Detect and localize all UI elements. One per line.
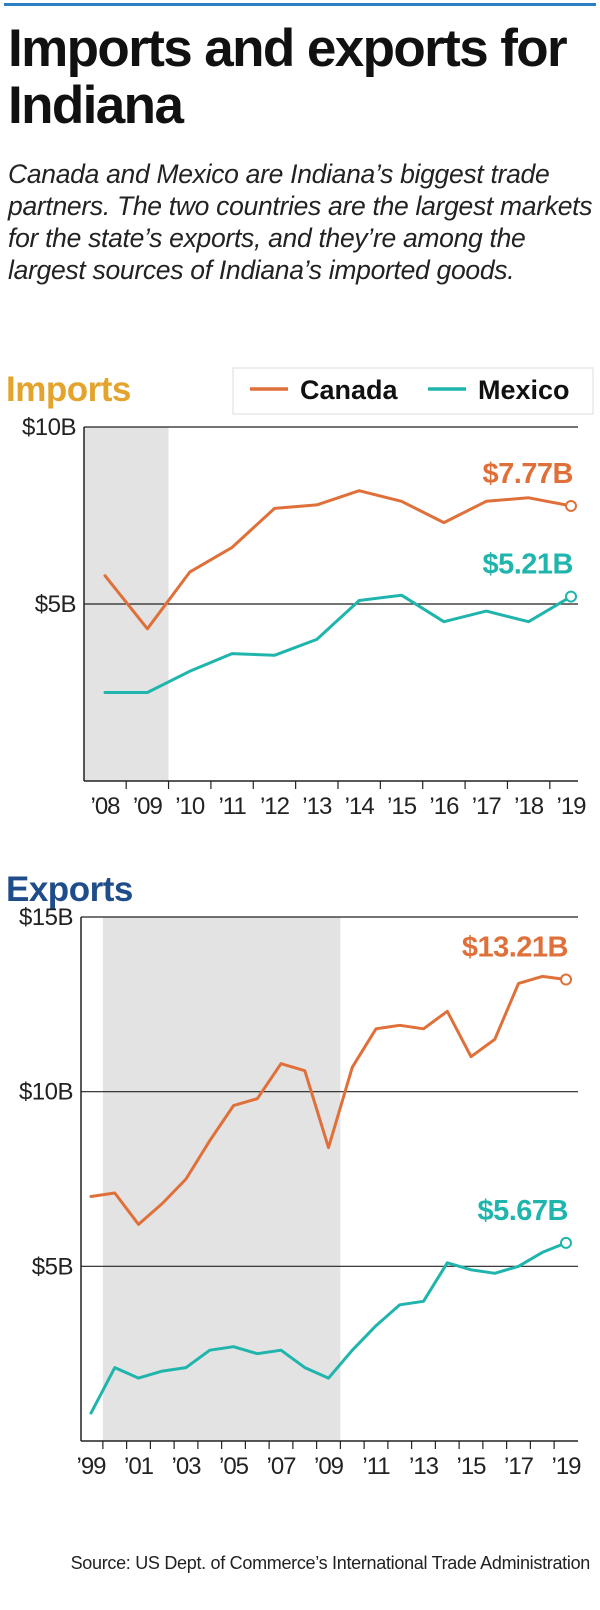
source-note: Source: US Dept. of Commerce’s Internati…: [70, 1553, 591, 1573]
imports-canada-end-label-bg: [476, 453, 579, 500]
imports-canada-end-marker: [565, 499, 577, 512]
exports-mexico-line: [89, 1241, 568, 1415]
exports-canada-end-callout: $13.21B: [455, 927, 574, 974]
page-title: Imports and exports for Indiana: [8, 19, 568, 135]
exports-x-tick-label: ’07: [266, 1453, 296, 1480]
imports-canada-end-label: $7.77B: [482, 458, 573, 490]
legend-canada-label: Canada: [300, 375, 399, 405]
imports-x-tick-label: ’15: [387, 793, 417, 820]
imports-x-tick-label: ’12: [260, 793, 290, 820]
page-subtitle: Canada and Mexico are Indiana’s biggest …: [8, 159, 593, 285]
exports-x-tick-label: ’05: [219, 1453, 249, 1480]
imports-x-tick-label: ’17: [472, 793, 502, 820]
imports-mexico-end-label-bg: [476, 544, 579, 591]
exports-section-title: Exports: [6, 870, 133, 909]
exports-x-tick-label: ’01: [124, 1453, 154, 1480]
exports-x-tick-label: ’17: [504, 1453, 534, 1480]
exports-mexico-end-label-bg: [471, 1190, 574, 1237]
exports-y-tick-label: $15B: [19, 904, 73, 931]
imports-canada-line: [103, 489, 573, 631]
exports-canada-end-marker: [560, 973, 572, 986]
exports-mexico-end-marker: [560, 1236, 572, 1249]
imports-legend-box: [232, 367, 594, 415]
exports-x-tick-label: ’99: [76, 1453, 106, 1480]
exports-shaded-period: [102, 917, 341, 1441]
exports-mexico-end-callout: $5.67B: [471, 1190, 574, 1237]
imports-mexico-end-label: $5.21B: [482, 549, 573, 581]
exports-x-tick-label: ’19: [551, 1453, 581, 1480]
imports-x-tick-label: ’09: [133, 793, 163, 820]
imports-x-tick-label: ’10: [175, 793, 205, 820]
imports-mexico-end-marker: [565, 590, 577, 603]
imports-chart: $10B $5B ’08 ’09 ’10 ’11 ’12 ’13 ’14 ’15 ’16 ’17 ’18…: [22, 367, 594, 820]
imports-y-tick-label: $5B: [35, 591, 76, 618]
exports-y-tick-label: $5B: [32, 1253, 73, 1280]
imports-x-tick-label: ’14: [345, 793, 375, 820]
imports-x-tick-label: ’18: [514, 793, 544, 820]
exports-x-tick-label: ’15: [456, 1453, 486, 1480]
exports-x-tick-label: ’11: [362, 1453, 390, 1480]
exports-mexico-end-label: $5.67B: [477, 1195, 568, 1227]
imports-x-tick-label: ’11: [218, 793, 246, 820]
imports-x-tick-label: ’16: [429, 793, 459, 820]
imports-x-tick-label: ’13: [302, 793, 332, 820]
legend-mexico-label: Mexico: [478, 375, 570, 405]
top-rule: [4, 3, 596, 6]
imports-mexico-line: [103, 593, 573, 694]
exports-x-tick-label: ’09: [314, 1453, 344, 1480]
imports-mexico-end-callout: $5.21B: [476, 544, 579, 591]
imports-section-title: Imports: [6, 370, 131, 409]
exports-y-tick-label: $10B: [19, 1079, 73, 1106]
imports-x-tick-label: ’08: [90, 793, 120, 820]
exports-chart: $15B $10B $5B ’99 ’01 ’03 ’05 ’07 ’09 ’11 ’13 ’15 ’1…: [19, 904, 582, 1480]
exports-x-tick-label: ’03: [171, 1453, 201, 1480]
imports-x-tick-label: ’19: [556, 793, 586, 820]
exports-canada-end-label-bg: [455, 927, 574, 974]
exports-x-tick-label: ’13: [409, 1453, 439, 1480]
exports-canada-end-label: $13.21B: [462, 932, 568, 964]
exports-canada-line: [89, 974, 568, 1226]
imports-canada-end-callout: $7.77B: [476, 453, 579, 500]
imports-legend: Canada Mexico: [232, 367, 594, 415]
imports-y-tick-label: $10B: [22, 414, 76, 441]
